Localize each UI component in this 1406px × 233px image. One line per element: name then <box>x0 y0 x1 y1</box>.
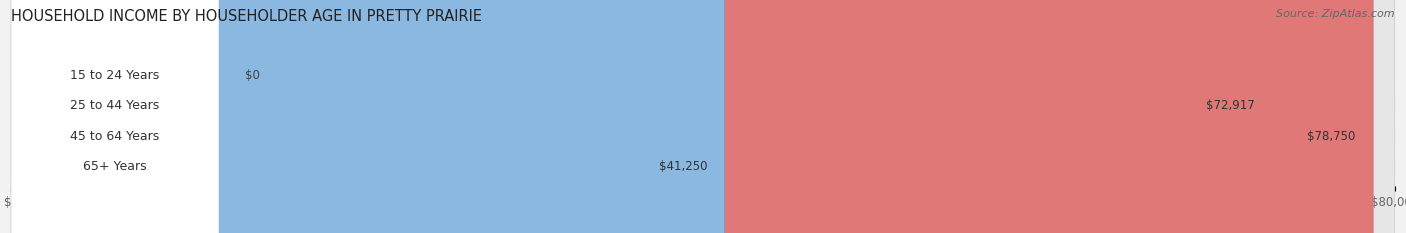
FancyBboxPatch shape <box>11 0 219 233</box>
Text: 45 to 64 Years: 45 to 64 Years <box>70 130 160 143</box>
FancyBboxPatch shape <box>11 0 724 233</box>
Text: 65+ Years: 65+ Years <box>83 160 146 173</box>
FancyBboxPatch shape <box>11 0 219 233</box>
Text: $72,917: $72,917 <box>1206 99 1256 113</box>
Text: 15 to 24 Years: 15 to 24 Years <box>70 69 160 82</box>
FancyBboxPatch shape <box>11 0 1395 233</box>
Text: $0: $0 <box>245 69 260 82</box>
Text: HOUSEHOLD INCOME BY HOUSEHOLDER AGE IN PRETTY PRAIRIE: HOUSEHOLD INCOME BY HOUSEHOLDER AGE IN P… <box>11 9 482 24</box>
FancyBboxPatch shape <box>11 0 219 233</box>
FancyBboxPatch shape <box>11 0 1272 233</box>
Text: $78,750: $78,750 <box>1308 130 1355 143</box>
FancyBboxPatch shape <box>11 0 1395 233</box>
Text: 25 to 44 Years: 25 to 44 Years <box>70 99 160 113</box>
FancyBboxPatch shape <box>11 0 219 233</box>
Text: $41,250: $41,250 <box>659 160 707 173</box>
FancyBboxPatch shape <box>11 0 1395 233</box>
FancyBboxPatch shape <box>11 0 1395 233</box>
Text: Source: ZipAtlas.com: Source: ZipAtlas.com <box>1277 9 1395 19</box>
FancyBboxPatch shape <box>11 0 1374 233</box>
